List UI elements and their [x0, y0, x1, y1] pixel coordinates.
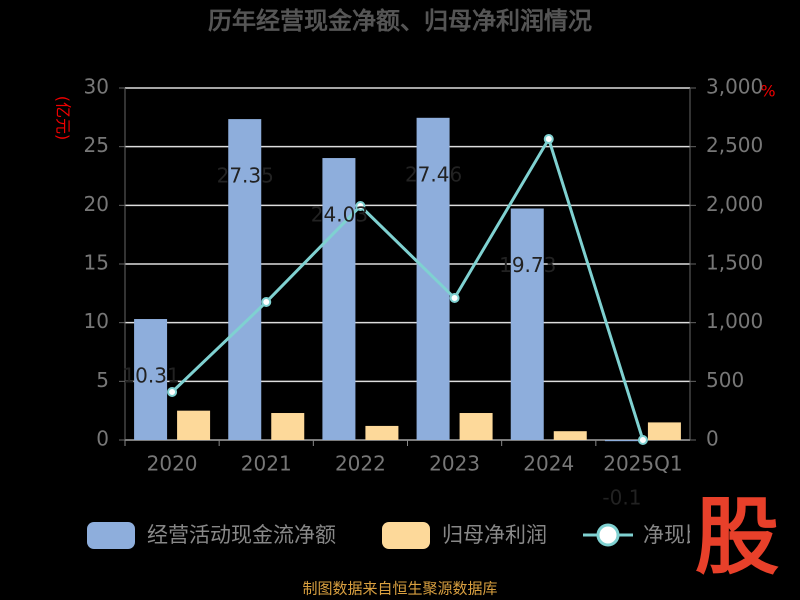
- x-tick-label: 2022: [335, 452, 386, 476]
- x-tick-label: 2025Q1: [603, 452, 682, 476]
- line-marker: [449, 293, 460, 304]
- chart-title: 历年经营现金净额、归母净利润情况: [208, 7, 592, 35]
- y-axis-label: (亿元): [54, 96, 73, 141]
- bar: [553, 431, 587, 440]
- line-marker: [261, 297, 272, 308]
- y-tick-label: 20: [84, 192, 109, 216]
- line-marker: [355, 201, 366, 212]
- bar: [177, 410, 211, 440]
- bar: [322, 158, 356, 440]
- legend-swatch: [382, 522, 430, 549]
- y2-tick-label: 3,000: [706, 75, 763, 99]
- source-note: 制图数据来自恒生聚源数据库: [302, 580, 497, 598]
- y2-tick-label: 2,500: [706, 133, 763, 157]
- y-tick-label: 25: [84, 133, 109, 157]
- bar: [604, 440, 638, 442]
- y2-tick-label: 500: [706, 368, 744, 392]
- watermark: 股: [695, 488, 779, 586]
- y-tick-label: 30: [84, 75, 109, 99]
- y2-tick-label: 2,000: [706, 192, 763, 216]
- x-tick-label: 2023: [429, 452, 480, 476]
- legend-marker: [596, 523, 620, 547]
- y2-tick-label: 1,000: [706, 309, 763, 333]
- x-tick-label: 2021: [241, 452, 292, 476]
- legend-label: 归母净利润: [442, 523, 547, 547]
- legend-swatch: [87, 522, 135, 549]
- bar: [228, 119, 262, 441]
- data-label: 24.03: [311, 203, 368, 227]
- data-label: -0.1: [602, 486, 641, 510]
- data-label: 27.46: [405, 162, 462, 186]
- y-tick-label: 0: [96, 427, 109, 451]
- x-tick-label: 2024: [523, 452, 574, 476]
- bar: [271, 413, 305, 440]
- y2-tick-label: 1,500: [706, 251, 763, 275]
- y2-tick-label: 0: [706, 427, 719, 451]
- y2-axis-label: %: [760, 82, 775, 101]
- y-tick-label: 10: [84, 309, 109, 333]
- bar: [134, 319, 168, 440]
- bar: [510, 208, 544, 440]
- data-label: 27.35: [217, 164, 274, 188]
- bar: [365, 425, 399, 440]
- bar: [459, 413, 493, 440]
- watermark-bg: [690, 500, 800, 585]
- legend-label: 经营活动现金流净额: [147, 523, 336, 547]
- line-marker: [543, 134, 554, 145]
- line-marker: [167, 387, 178, 398]
- y-tick-label: 5: [96, 368, 109, 392]
- x-tick-label: 2020: [147, 452, 198, 476]
- bar: [647, 422, 681, 440]
- y-tick-label: 15: [84, 251, 109, 275]
- line: [171, 135, 645, 441]
- line-marker: [637, 435, 648, 445]
- data-label: 19.73: [499, 253, 556, 277]
- data-label: 10.31: [122, 364, 179, 388]
